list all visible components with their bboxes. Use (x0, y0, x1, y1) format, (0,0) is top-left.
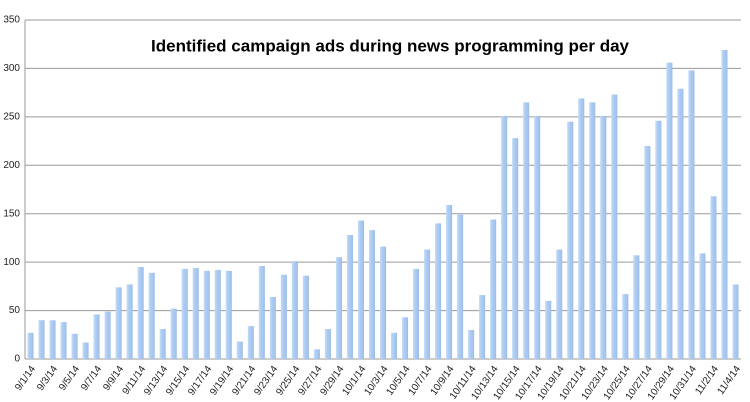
bar-shade (346, 235, 353, 359)
bar-shade (710, 196, 717, 359)
bar-shade (721, 50, 728, 359)
bar-shade (104, 311, 111, 359)
y-tick-label: 50 (9, 305, 21, 316)
bar-shade (225, 270, 232, 359)
x-tick-label: 9/3/14 (35, 364, 60, 393)
bar-shade (93, 314, 100, 359)
bar-shade (545, 300, 552, 359)
bar-shade (490, 219, 497, 359)
bar-shade (600, 115, 607, 359)
bar-shade (611, 94, 618, 359)
bar-shade (677, 88, 684, 360)
bar-shade (302, 275, 309, 359)
bar-shade (82, 342, 89, 359)
y-tick-label: 150 (3, 208, 20, 219)
bar-shade (236, 341, 243, 359)
bar-shade (435, 223, 442, 359)
bar-shade (49, 320, 56, 359)
bar-shade (247, 326, 254, 359)
y-tick-label: 0 (14, 354, 20, 365)
bar-shade (60, 322, 67, 359)
bar-shade (666, 62, 673, 360)
bar-shade (159, 328, 166, 359)
bar-shade (457, 214, 464, 359)
bar-shade (567, 121, 574, 359)
bar-shade (214, 269, 221, 359)
bar-shade (324, 328, 331, 359)
y-tick-label: 350 (3, 15, 20, 26)
bar-shade (280, 274, 287, 359)
bar-shade (258, 266, 265, 359)
y-tick-label: 100 (3, 257, 20, 268)
bar-shade (38, 320, 45, 359)
bar-shade (424, 249, 431, 359)
bar-shade (688, 70, 695, 359)
bar-shade (446, 204, 453, 359)
bar-shade (313, 349, 320, 359)
y-tick-label: 300 (3, 63, 20, 74)
bar-shade (391, 332, 398, 359)
bar-shade (170, 308, 177, 359)
chart-title: Identified campaign ads during news prog… (151, 36, 630, 55)
bar-shade (512, 138, 519, 359)
bar-shade (556, 249, 563, 359)
bar-shade (27, 332, 34, 359)
bar-shade (181, 268, 188, 359)
bar-shade (115, 287, 122, 359)
x-tick-label: 9/1/14 (13, 364, 38, 393)
bar-shade (644, 145, 651, 359)
bar-shade (578, 98, 585, 359)
bar-shade (126, 284, 133, 359)
bar-shade (148, 272, 155, 359)
bar-shade (402, 317, 409, 359)
bar-shade (633, 255, 640, 359)
bar-shade (357, 220, 364, 359)
bar-shade (203, 270, 210, 359)
bar-shade (534, 115, 541, 359)
bar-shade (269, 297, 276, 359)
bar-shade (501, 115, 508, 359)
bar-shade (523, 102, 530, 359)
bar-shade (368, 230, 375, 359)
y-tick-label: 250 (3, 111, 20, 122)
bar-shade (479, 295, 486, 359)
bar-shade (137, 266, 144, 359)
bar-shade (380, 246, 386, 359)
bar-shade (622, 294, 629, 359)
bar-shade (192, 267, 199, 359)
bar-shade (699, 253, 706, 359)
y-tick-label: 200 (3, 160, 20, 171)
bar-shade (732, 284, 739, 359)
bar-shade (589, 102, 596, 359)
bar-shade (413, 268, 420, 359)
bar-shade (655, 120, 662, 359)
x-tick-label: 11/4/14 (715, 364, 743, 397)
bar-shade (71, 333, 78, 359)
x-tick-label: 9/5/14 (57, 364, 82, 393)
bar-shade (291, 261, 298, 359)
x-tick-label: 9/7/14 (79, 364, 104, 393)
bar-shade (468, 329, 475, 359)
bar-shade (335, 257, 342, 359)
